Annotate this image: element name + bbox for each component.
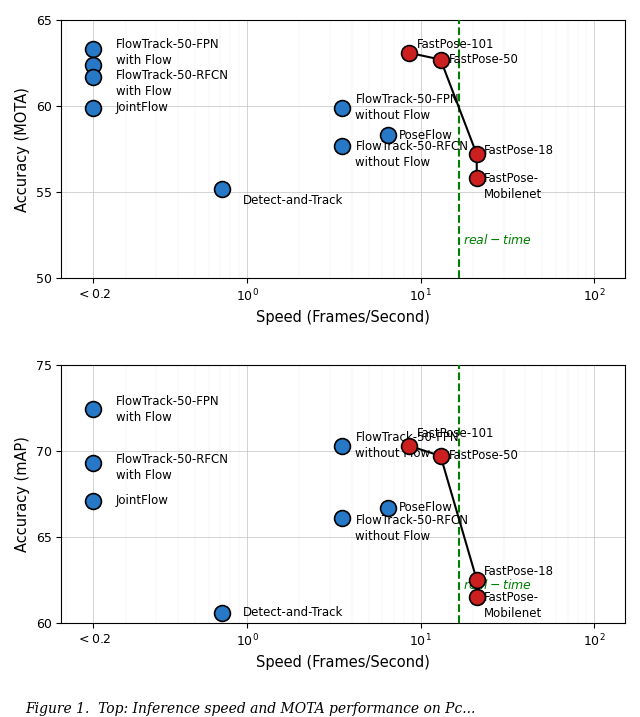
Point [403,440,413,451]
Text: FlowTrack-50-RFCN
without Flow: FlowTrack-50-RFCN without Flow [355,140,468,168]
Point [472,574,482,586]
Text: Detect-and-Track: Detect-and-Track [243,194,344,207]
X-axis label: Speed (Frames/Second): Speed (Frames/Second) [256,310,430,325]
Point [435,450,445,462]
Text: JointFlow: JointFlow [116,494,168,507]
Text: FlowTrack-50-RFCN
with Flow: FlowTrack-50-RFCN with Flow [116,69,228,98]
Text: FlowTrack-50-FPN
without Flow: FlowTrack-50-FPN without Flow [355,93,459,123]
Text: FlowTrack-50-FPN
with Flow: FlowTrack-50-FPN with Flow [116,38,220,67]
Text: FlowTrack-50-RFCN
with Flow: FlowTrack-50-RFCN with Flow [116,453,228,483]
Text: FastPose-18: FastPose-18 [484,144,554,157]
Text: FastPose-
Mobilenet: FastPose- Mobilenet [484,591,542,620]
Text: FastPose-18: FastPose-18 [484,565,554,578]
Point [383,130,394,141]
Point [88,495,99,506]
Text: PoseFlow: PoseFlow [399,129,453,142]
Text: Detect-and-Track: Detect-and-Track [243,606,344,619]
Point [88,102,99,113]
Y-axis label: Accuracy (MOTA): Accuracy (MOTA) [15,87,30,212]
X-axis label: Speed (Frames/Second): Speed (Frames/Second) [256,655,430,670]
Point [403,47,413,58]
Point [88,71,99,82]
Point [472,148,482,160]
Point [88,44,99,55]
Text: FastPose-101: FastPose-101 [417,427,495,440]
Point [337,102,347,113]
Text: FastPose-50: FastPose-50 [449,53,518,66]
Point [88,59,99,70]
Y-axis label: Accuracy (mAP): Accuracy (mAP) [15,436,30,551]
Text: FastPose-50: FastPose-50 [449,450,518,462]
Point [435,54,445,65]
Text: Figure 1.  Top: Inference speed and MOTA performance on Pc...: Figure 1. Top: Inference speed and MOTA … [26,703,476,716]
Text: FastPose-101: FastPose-101 [417,37,495,51]
Point [337,512,347,523]
Point [472,592,482,603]
Text: FlowTrack-50-FPN
without Flow: FlowTrack-50-FPN without Flow [355,431,459,460]
Text: FastPose-
Mobilenet: FastPose- Mobilenet [484,172,542,201]
Text: FlowTrack-50-RFCN
without Flow: FlowTrack-50-RFCN without Flow [355,513,468,543]
Text: FlowTrack-50-FPN
with Flow: FlowTrack-50-FPN with Flow [116,395,220,424]
Point [88,404,99,415]
Point [337,140,347,151]
Text: $real-time$: $real-time$ [463,578,532,592]
Text: $real-time$: $real-time$ [463,233,532,247]
Text: PoseFlow: PoseFlow [399,501,453,514]
Point [337,440,347,451]
Point [383,502,394,513]
Point [217,183,227,194]
Point [472,173,482,184]
Point [217,607,227,618]
Text: JointFlow: JointFlow [116,101,168,114]
Point [88,457,99,468]
